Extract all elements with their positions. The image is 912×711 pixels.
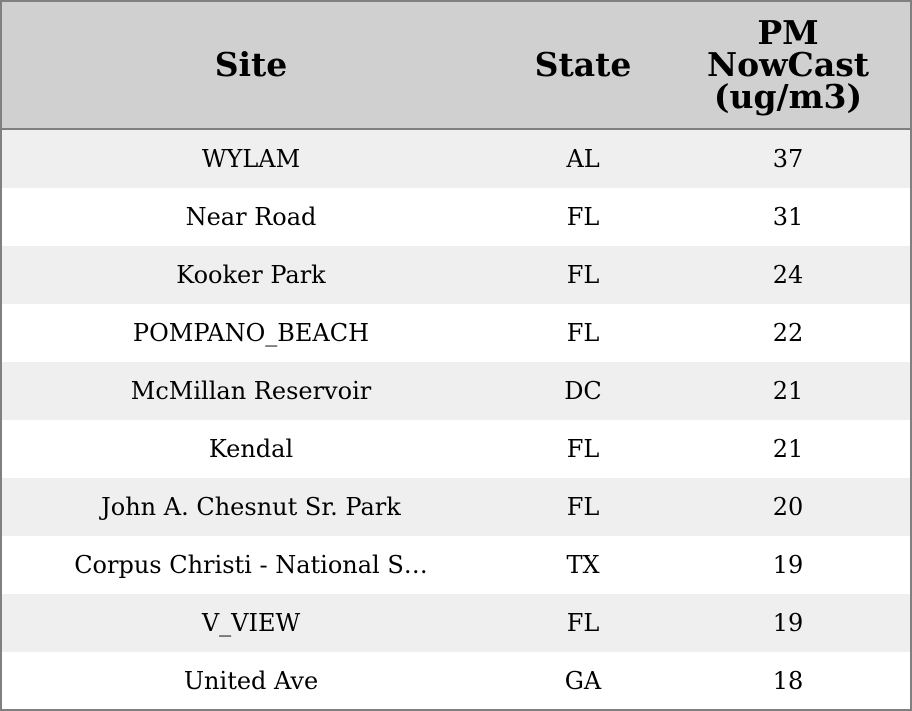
table-cell: 31 [666, 188, 910, 246]
table-header: Site State PM NowCast (ug/m3) [2, 2, 910, 130]
table-cell: McMillan Reservoir [2, 362, 500, 420]
table-cell: FL [500, 420, 666, 478]
header-row: Site State PM NowCast (ug/m3) [2, 2, 910, 130]
table-cell: V_VIEW [2, 594, 500, 652]
table-cell: 22 [666, 304, 910, 362]
table-row: John A. Chesnut Sr. Park FL 20 [2, 478, 910, 536]
table-cell: 24 [666, 246, 910, 304]
table-row: POMPANO_BEACH FL 22 [2, 304, 910, 362]
table-cell: POMPANO_BEACH [2, 304, 500, 362]
table-row: V_VIEW FL 19 [2, 594, 910, 652]
table-cell: John A. Chesnut Sr. Park [2, 478, 500, 536]
table-cell: GA [500, 652, 666, 709]
table-cell: 19 [666, 536, 910, 594]
table-row: United Ave GA 18 [2, 652, 910, 709]
table-cell: DC [500, 362, 666, 420]
table-cell: FL [500, 304, 666, 362]
header-cell: PM NowCast (ug/m3) [666, 2, 910, 130]
table-row: McMillan Reservoir DC 21 [2, 362, 910, 420]
table-cell: FL [500, 188, 666, 246]
table-row: Kooker Park FL 24 [2, 246, 910, 304]
table-row: Near Road FL 31 [2, 188, 910, 246]
table-cell: TX [500, 536, 666, 594]
table-cell: WYLAM [2, 129, 500, 188]
table-cell: 37 [666, 129, 910, 188]
table-cell: 21 [666, 362, 910, 420]
table-cell: 20 [666, 478, 910, 536]
table-cell: Kooker Park [2, 246, 500, 304]
table-cell: Kendal [2, 420, 500, 478]
table-cell: FL [500, 246, 666, 304]
table-body: WYLAM AL 37 Near Road FL 31 Kooker Park FL 24 POM… [2, 129, 910, 709]
table-cell: Near Road [2, 188, 500, 246]
header-cell: Site [2, 2, 500, 130]
table-cell: 21 [666, 420, 910, 478]
table-cell: Corpus Christi - National S… [2, 536, 500, 594]
table-row: Kendal FL 21 [2, 420, 910, 478]
table-row: Corpus Christi - National S… TX 19 [2, 536, 910, 594]
table-cell: FL [500, 594, 666, 652]
table-cell: AL [500, 129, 666, 188]
table-cell: FL [500, 478, 666, 536]
table-cell: United Ave [2, 652, 500, 709]
table-cell: 18 [666, 652, 910, 709]
table-row: WYLAM AL 37 [2, 129, 910, 188]
header-cell: State [500, 2, 666, 130]
table-cell: 19 [666, 594, 910, 652]
